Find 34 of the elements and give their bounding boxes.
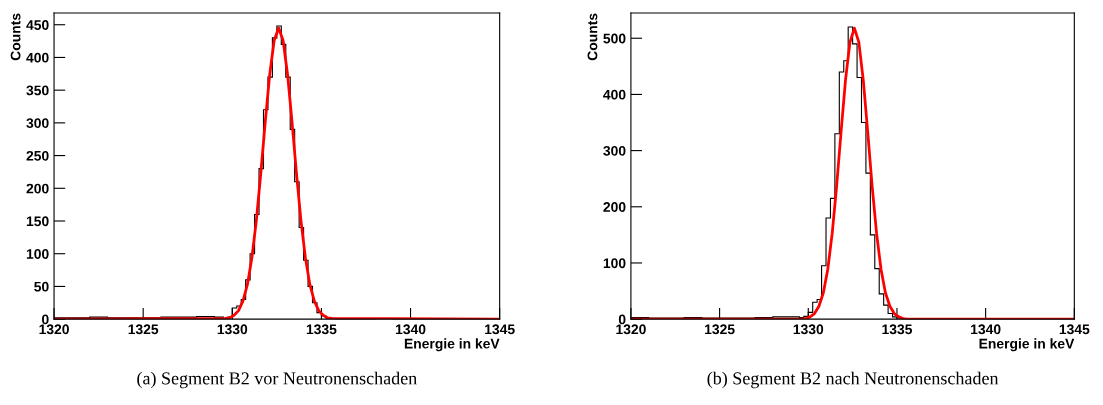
x-tick-label: 1320: [39, 324, 69, 335]
x-tick-label: 1345: [1059, 324, 1090, 335]
x-tick-label: 1320: [616, 324, 646, 335]
text: (b) Segment B2 nach Neutronenschaden: [707, 371, 999, 389]
y-tick-label: 200: [603, 202, 626, 212]
y-tick-label: 100: [26, 249, 49, 259]
y-tick-label: 450: [26, 20, 49, 30]
x-tick-label: 1335: [306, 324, 337, 335]
y-tick-label: 0: [42, 314, 49, 325]
y-tick-label: 350: [26, 85, 49, 96]
x-tick-label: 1330: [217, 324, 248, 335]
x-tick-label: 1325: [128, 324, 159, 335]
y-tick-label: 0: [618, 314, 626, 325]
x-tick-label: 1325: [705, 324, 735, 335]
x-tick-label: 1330: [793, 324, 824, 335]
y-tick-label: 300: [26, 118, 49, 129]
x-tick-label: 1340: [395, 324, 426, 335]
y-tick-label: 300: [603, 145, 626, 156]
y-axis-title: Counts: [587, 13, 598, 61]
y-tick-label: 500: [603, 33, 626, 44]
y-tick-label: 50: [34, 281, 49, 292]
x-axis-title: Energie in keV: [979, 338, 1075, 352]
x-axis-title: Energie in keV: [404, 338, 500, 352]
y-tick-label: 400: [26, 52, 49, 63]
x-tick-label: 1335: [882, 324, 913, 335]
y-tick-label: 150: [26, 216, 49, 227]
y-tick-label: 400: [603, 89, 626, 100]
y-tick-label: 250: [26, 150, 49, 161]
x-tick-label: 1345: [485, 324, 515, 335]
y-tick-label: 200: [26, 183, 49, 194]
y-axis-title: Counts: [10, 13, 21, 61]
y-tick-label: 100: [603, 258, 626, 269]
text: (a) Segment B2 vor Neutronenschaden: [137, 371, 417, 389]
x-tick-label: 1340: [971, 324, 1001, 335]
